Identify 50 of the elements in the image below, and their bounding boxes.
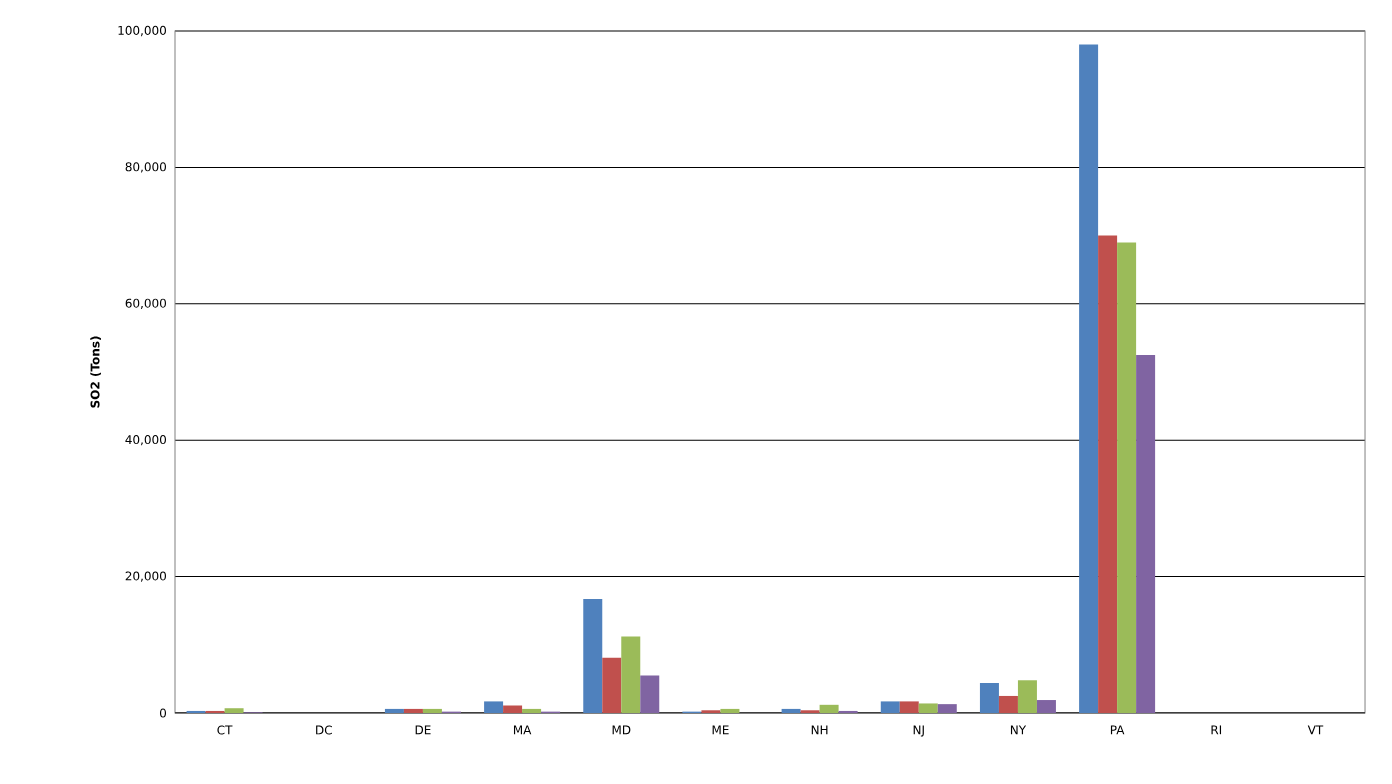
bar xyxy=(998,695,1018,713)
y-tick-label: 60,000 xyxy=(125,298,166,309)
y-tick-label: 100,000 xyxy=(118,25,166,37)
bar xyxy=(1017,680,1037,713)
bar xyxy=(918,703,938,713)
bar xyxy=(640,675,660,713)
y-tick-label: 40,000 xyxy=(125,435,166,446)
y-tick-label: 80,000 xyxy=(125,162,166,173)
bar xyxy=(503,705,523,713)
bar xyxy=(838,710,858,713)
bar xyxy=(937,704,957,713)
x-tick-label: DC xyxy=(316,725,332,735)
x-tick-label: ME xyxy=(712,725,729,735)
bar xyxy=(602,657,622,713)
bar xyxy=(1136,354,1156,713)
bar xyxy=(403,708,423,713)
x-tick-label: VT xyxy=(1307,725,1324,735)
bar xyxy=(1036,700,1056,713)
bar xyxy=(205,710,225,713)
bar xyxy=(1117,242,1137,713)
x-tick-label: CT xyxy=(217,725,233,735)
x-tick-label: DE xyxy=(415,725,431,735)
bar xyxy=(484,701,504,713)
bar xyxy=(384,708,404,713)
bar xyxy=(1098,235,1118,713)
bar xyxy=(899,701,919,713)
y-tick-label: 0 xyxy=(159,708,167,718)
bar xyxy=(979,682,999,713)
x-tick-label: MD xyxy=(612,725,631,735)
bar xyxy=(701,710,721,713)
bar xyxy=(880,701,900,713)
bar xyxy=(186,710,206,713)
x-tick-label: NY xyxy=(1010,725,1027,735)
x-tick-label: MA xyxy=(513,725,532,735)
bar xyxy=(422,708,442,713)
x-tick-label: RI xyxy=(1211,725,1222,735)
x-tick-label: NH xyxy=(811,725,828,735)
x-tick-label: PA xyxy=(1110,725,1125,735)
bar xyxy=(819,704,839,713)
bar xyxy=(800,710,820,713)
bar xyxy=(781,708,801,713)
bar xyxy=(1079,44,1099,713)
bar xyxy=(720,708,740,713)
bar xyxy=(224,708,244,713)
y-axis-title: SO2 (Tons) xyxy=(90,336,101,408)
bar xyxy=(621,636,641,713)
bar xyxy=(522,708,542,713)
bar xyxy=(583,599,603,713)
y-tick-label: 20,000 xyxy=(125,571,166,582)
x-tick-label: NJ xyxy=(913,725,924,737)
